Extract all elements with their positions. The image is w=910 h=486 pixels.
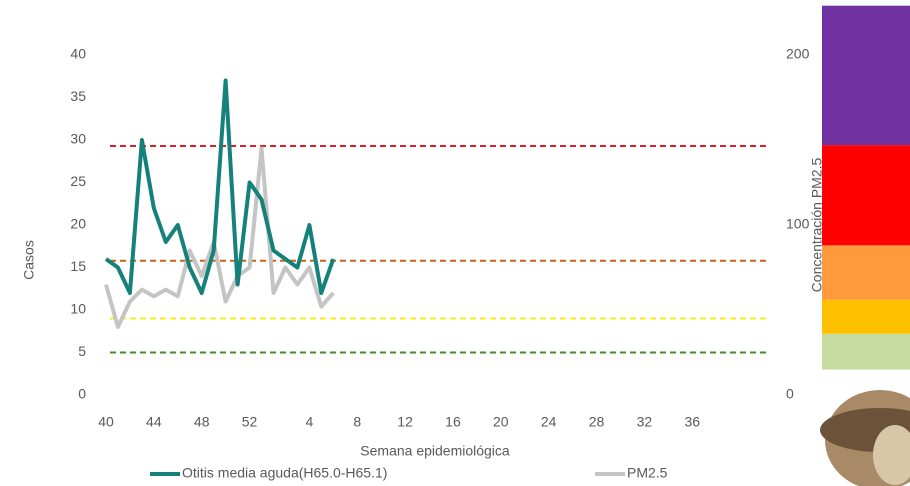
x-tick-label: 24 — [541, 414, 557, 430]
x-tick-label: 4 — [305, 414, 313, 430]
x-tick-label: 40 — [98, 414, 114, 430]
aqi-band — [822, 299, 910, 334]
y2-tick-label: 100 — [786, 216, 810, 232]
series-line — [104, 146, 335, 329]
y2-axis-label: Concentración PM2.5 — [809, 157, 825, 292]
legend-item: PM2.5 — [595, 465, 668, 481]
aqi-band — [822, 245, 910, 300]
x-tick-label: 36 — [684, 414, 700, 430]
y-tick-label: 25 — [70, 173, 86, 189]
aqi-band — [822, 333, 910, 370]
y-axis-label: Casos — [21, 240, 37, 280]
portrait — [820, 390, 910, 486]
x-tick-label: 8 — [353, 414, 361, 430]
aqi-band — [822, 5, 910, 146]
x-tick-label: 20 — [493, 414, 509, 430]
x-tick-label: 16 — [445, 414, 461, 430]
y2-tick-label: 0 — [786, 386, 794, 402]
y2-tick-label: 200 — [786, 46, 810, 62]
legend-item: Otitis media aguda(H65.0-H65.1) — [150, 465, 387, 481]
x-tick-label: 28 — [589, 414, 605, 430]
y-tick-label: 10 — [70, 301, 86, 317]
y-tick-label: 20 — [70, 216, 86, 232]
y-tick-label: 15 — [70, 258, 86, 274]
x-tick-label: 32 — [637, 414, 653, 430]
y-tick-label: 40 — [70, 46, 86, 62]
x-tick-label: 52 — [242, 414, 258, 430]
y-tick-label: 30 — [70, 131, 86, 147]
x-tick-label: 44 — [146, 414, 162, 430]
x-axis-label: Semana epidemiológica — [360, 443, 510, 459]
series-line — [104, 78, 336, 295]
legend-label: Otitis media aguda(H65.0-H65.1) — [182, 465, 387, 481]
x-tick-label: 48 — [194, 414, 210, 430]
y-tick-label: 5 — [78, 343, 86, 359]
aqi-band — [822, 145, 910, 246]
legend-label: PM2.5 — [627, 465, 668, 481]
y-tick-label: 35 — [70, 88, 86, 104]
x-tick-label: 12 — [397, 414, 413, 430]
y-tick-label: 0 — [78, 386, 86, 402]
